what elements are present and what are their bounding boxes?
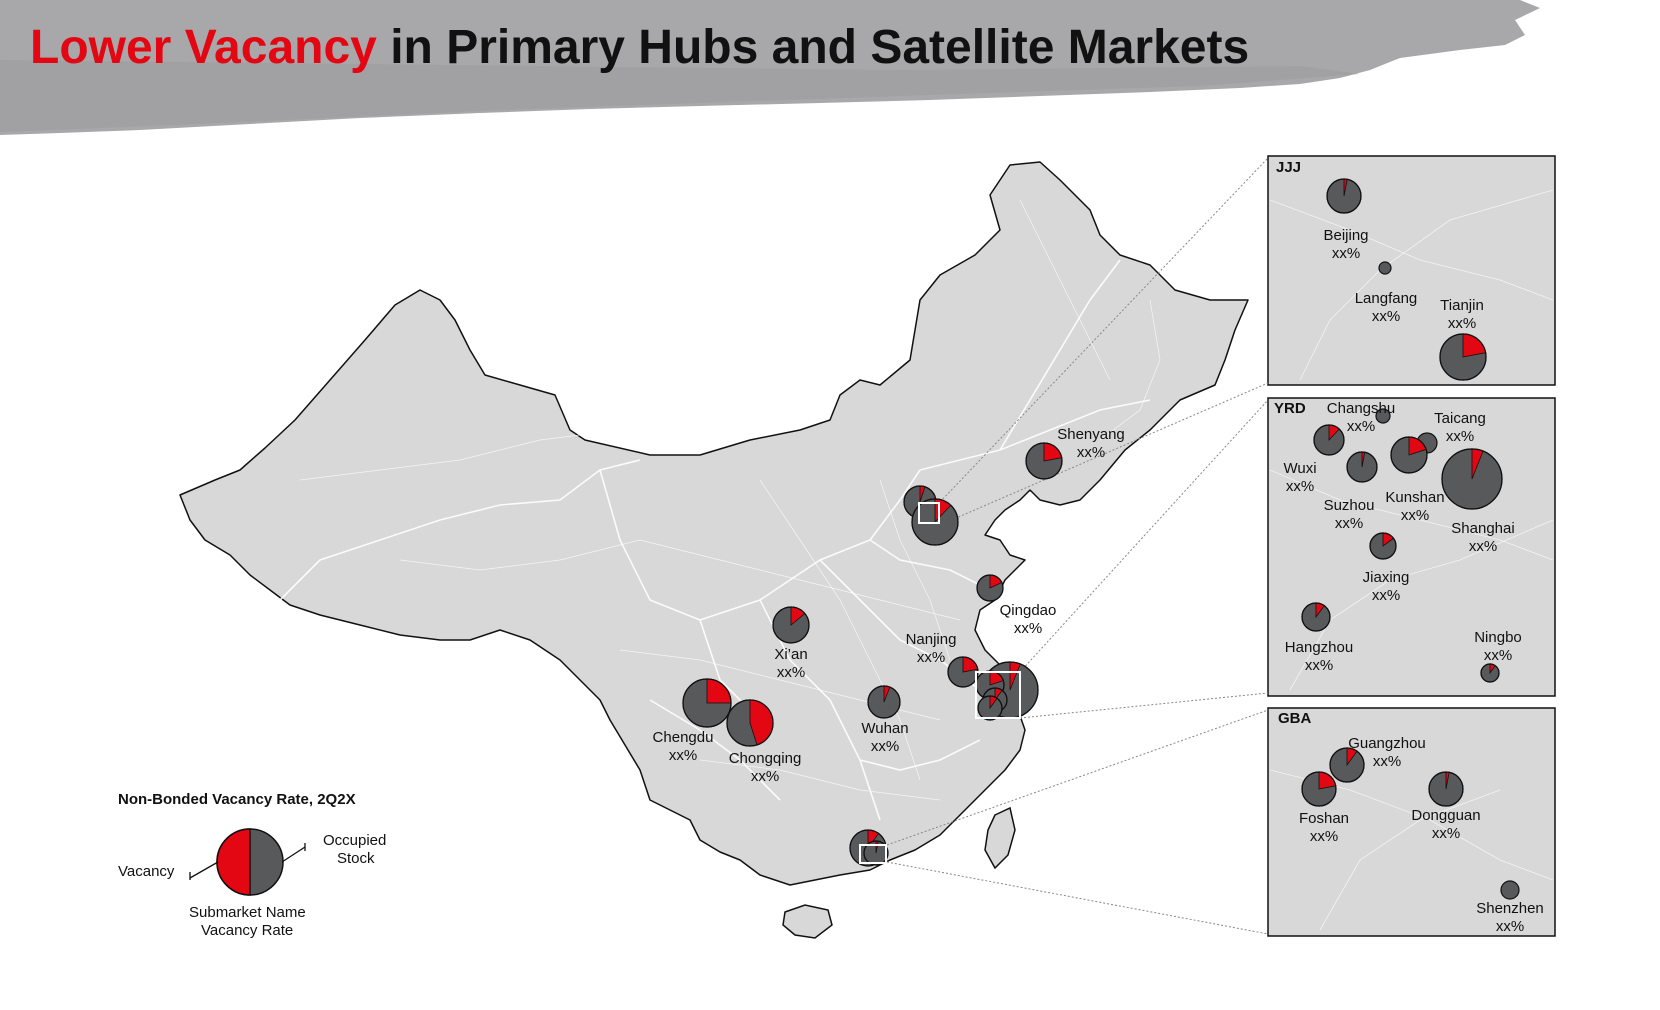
market-name-label: Wuhan — [861, 720, 908, 737]
pie-langfang-occupied — [1378, 261, 1392, 275]
market-name-label: Hangzhou — [1285, 639, 1353, 656]
yrd-region-marker — [975, 671, 1021, 719]
legend-rate-label: Vacancy Rate — [201, 922, 293, 939]
market-vacancy-label: xx% — [777, 664, 805, 681]
market-name-label: Tianjin — [1440, 297, 1484, 314]
pie-dongguan — [1428, 771, 1464, 807]
pie-foshan — [1301, 771, 1337, 807]
pie-jiaxing — [1369, 532, 1397, 560]
pie-shenzhen — [1500, 880, 1520, 900]
inset-jjj-label: JJJ — [1276, 159, 1301, 176]
pie-chongqing — [726, 699, 774, 747]
page-title: Lower Vacancy in Primary Hubs and Satell… — [30, 18, 1249, 78]
market-name-label: Xi’an — [774, 646, 807, 663]
market-vacancy-label: xx% — [1432, 825, 1460, 842]
market-name-label: Dongguan — [1411, 807, 1480, 824]
pie-chengdu — [682, 678, 732, 728]
china-mainland — [179, 161, 1249, 886]
market-name-label: Suzhou — [1324, 497, 1375, 514]
gba-region-marker — [859, 844, 887, 864]
market-name-label: Ningbo — [1474, 629, 1522, 646]
market-vacancy-label: xx% — [1496, 918, 1524, 935]
market-name-label: Shanghai — [1451, 520, 1514, 537]
market-vacancy-label: xx% — [1286, 478, 1314, 495]
legend-occupied-label-2: Stock — [337, 850, 375, 867]
pie-shenyang — [1025, 442, 1063, 480]
pie-guangzhou — [1329, 747, 1365, 783]
title-rest: in Primary Hubs and Satellite Markets — [376, 21, 1250, 74]
pie-qingdao — [976, 574, 1004, 602]
market-vacancy-label: xx% — [1335, 515, 1363, 532]
hainan-island — [782, 904, 833, 939]
market-vacancy-label: xx% — [751, 768, 779, 785]
inset-jjj-frame — [1267, 155, 1556, 386]
market-name-label: Jiaxing — [1363, 569, 1410, 586]
pie-ningbo — [1480, 663, 1500, 683]
pie-shanghai — [1441, 448, 1503, 510]
market-name-label: Foshan — [1299, 810, 1349, 827]
market-name-label: Chengdu — [653, 729, 714, 746]
pie-suzhou — [1346, 451, 1378, 483]
market-name-label: Nanjing — [906, 631, 957, 648]
market-vacancy-label: xx% — [1014, 620, 1042, 637]
legend-vacancy-leader — [189, 861, 219, 879]
market-vacancy-label: xx% — [1372, 308, 1400, 325]
header-banner — [0, 0, 1540, 135]
market-vacancy-label: xx% — [1401, 507, 1429, 524]
market-name-label: Taicang — [1434, 410, 1486, 427]
taiwan-island — [984, 806, 1016, 870]
market-name-label: Shenyang — [1057, 426, 1125, 443]
legend-occupied-leader — [281, 846, 306, 863]
market-name-label: Changshu — [1327, 400, 1395, 417]
market-name-label: Kunshan — [1385, 489, 1444, 506]
market-name-label: Chongqing — [729, 750, 802, 767]
legend-vacancy-half — [216, 828, 251, 896]
market-name-label: Guangzhou — [1348, 735, 1426, 752]
market-vacancy-label: xx% — [1484, 647, 1512, 664]
market-name-label: Qingdao — [1000, 602, 1057, 619]
pie-wuhan — [867, 685, 901, 719]
inset-gba-label: GBA — [1278, 710, 1312, 727]
market-vacancy-label: xx% — [669, 747, 697, 764]
pie-xian — [772, 606, 810, 644]
pie-hangzhou — [1301, 602, 1331, 632]
market-vacancy-label: xx% — [871, 738, 899, 755]
pie-changshu — [1375, 408, 1391, 424]
jjj-region-marker — [918, 502, 940, 524]
pie-changshu-occupied — [1375, 408, 1391, 424]
market-vacancy-label: xx% — [1448, 315, 1476, 332]
pie-nanjing — [947, 656, 979, 688]
pie-kunshan — [1390, 436, 1428, 474]
market-vacancy-label: xx% — [1446, 428, 1474, 445]
inset-connectors — [886, 157, 1269, 935]
market-vacancy-label: xx% — [1347, 418, 1375, 435]
market-name-label: Shenzhen — [1476, 900, 1544, 917]
legend-title: Non-Bonded Vacancy Rate, 2Q2X — [118, 791, 356, 808]
pie-shenzhen-occupied — [1500, 880, 1520, 900]
pie-tianjin — [1439, 333, 1487, 381]
market-vacancy-label: xx% — [1305, 657, 1333, 674]
inset-yrd-label: YRD — [1274, 400, 1306, 417]
market-vacancy-label: xx% — [1332, 245, 1360, 262]
market-vacancy-label: xx% — [1310, 828, 1338, 845]
market-vacancy-label: xx% — [1372, 587, 1400, 604]
pie-cluster-jiaxing — [977, 695, 1003, 721]
market-name-label: Langfang — [1355, 290, 1418, 307]
pie-langfang — [1378, 261, 1392, 275]
market-vacancy-label: xx% — [1469, 538, 1497, 555]
market-vacancy-label: xx% — [1373, 753, 1401, 770]
title-highlight: Lower Vacancy — [30, 21, 377, 74]
legend-occupied-label-1: Occupied — [323, 832, 386, 849]
pie-wuxi — [1313, 424, 1345, 456]
market-vacancy-label: xx% — [1077, 444, 1105, 461]
legend-pie — [216, 828, 284, 896]
legend-name-label: Submarket Name — [189, 904, 306, 921]
legend-vacancy-label: Vacancy — [118, 863, 175, 880]
market-vacancy-label: xx% — [917, 649, 945, 666]
market-name-label: Beijing — [1323, 227, 1368, 244]
pie-beijing — [1326, 178, 1362, 214]
market-name-label: Wuxi — [1283, 460, 1316, 477]
